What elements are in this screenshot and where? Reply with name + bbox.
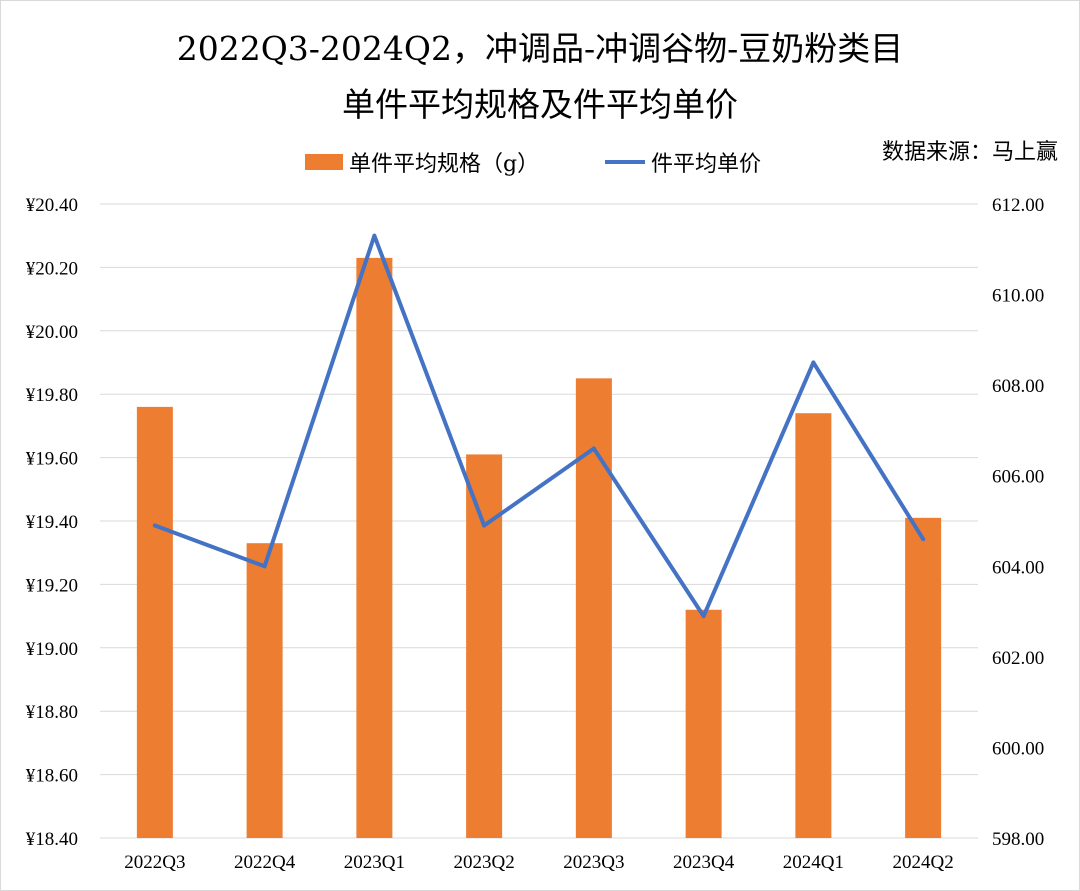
data-source-note: 数据来源：马上赢	[881, 140, 1058, 165]
y-right-tick-label: 598.00	[992, 829, 1044, 850]
line-point	[372, 233, 377, 238]
line-point	[701, 614, 706, 619]
bar	[795, 413, 832, 838]
y-left-tick-label: ¥18.40	[26, 829, 78, 850]
y-left-tick-label: ¥19.60	[26, 449, 78, 470]
y-left-tick-label: ¥19.80	[26, 385, 78, 406]
x-tick-label: 2024Q1	[783, 852, 844, 873]
y-left-tick-label: ¥19.00	[26, 639, 78, 660]
series-line	[152, 233, 926, 619]
x-tick-label: 2023Q3	[563, 852, 624, 873]
legend-item-line: 件平均单价	[605, 146, 761, 178]
y-right-tick-label: 600.00	[992, 738, 1044, 759]
x-tick-label: 2023Q2	[454, 852, 515, 873]
y-left-tick-label: ¥20.00	[26, 322, 78, 343]
legend-item-bar: 单件平均规格（g）	[305, 146, 539, 178]
bar	[685, 609, 722, 838]
y-left-tick-label: ¥20.40	[26, 195, 78, 216]
line-point	[482, 523, 487, 528]
y-left-tick-label: ¥20.20	[26, 258, 78, 279]
line-point	[591, 446, 596, 451]
bar	[356, 257, 393, 838]
y-right-tick-label: 608.00	[992, 376, 1044, 397]
x-tick-label: 2023Q4	[673, 852, 735, 873]
line-point	[811, 360, 816, 365]
legend-line-swatch	[605, 160, 645, 164]
legend-line-label: 件平均单价	[651, 152, 762, 177]
bar	[136, 406, 173, 838]
bar	[905, 517, 942, 838]
y-right-tick-label: 606.00	[992, 467, 1044, 488]
y-right-tick-label: 602.00	[992, 648, 1044, 669]
x-tick-label: 2022Q3	[124, 852, 185, 873]
y-left-tick-label: ¥19.20	[26, 575, 78, 596]
y-left-tick-label: ¥18.60	[26, 766, 78, 787]
x-tick-label: 2024Q2	[893, 852, 954, 873]
chart-title-line-1: 2022Q3-2024Q2，冲调品-冲调谷物-豆奶粉类目	[176, 29, 904, 68]
line-point	[921, 537, 926, 542]
line-point	[262, 564, 267, 569]
y-right-tick-label: 612.00	[992, 195, 1044, 216]
y-right-tick-label: 604.00	[992, 557, 1044, 578]
x-tick-label: 2022Q4	[234, 852, 296, 873]
legend-bar-label: 单件平均规格（g）	[349, 152, 540, 177]
y-left-tick-label: ¥18.80	[26, 702, 78, 723]
chart-title-line-2: 单件平均规格及件平均单价	[342, 85, 738, 124]
bar	[246, 543, 283, 838]
y-left-tick-label: ¥19.40	[26, 512, 78, 533]
x-tick-label: 2023Q1	[344, 852, 405, 873]
y-right-tick-label: 610.00	[992, 286, 1044, 307]
bar	[466, 454, 503, 838]
line-point	[152, 523, 157, 528]
legend-bar-swatch	[305, 154, 343, 170]
